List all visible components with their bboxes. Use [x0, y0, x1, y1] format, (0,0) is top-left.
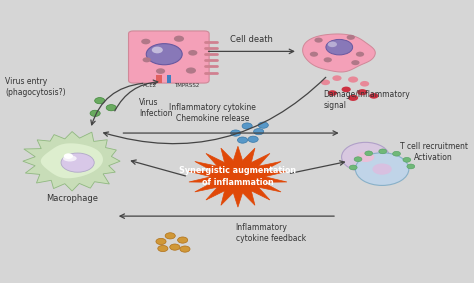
Circle shape [328, 42, 337, 47]
Ellipse shape [357, 152, 374, 162]
Circle shape [349, 165, 357, 170]
Circle shape [170, 244, 180, 250]
Circle shape [174, 36, 184, 42]
Circle shape [165, 233, 175, 239]
Text: Inflammatory cytokine
Chemokine release: Inflammatory cytokine Chemokine release [169, 103, 256, 123]
Text: Virus entry
(phagocytosis?): Virus entry (phagocytosis?) [5, 77, 66, 97]
Bar [166, 75, 171, 83]
Circle shape [342, 142, 390, 171]
Circle shape [314, 38, 323, 43]
Circle shape [407, 164, 415, 169]
Ellipse shape [326, 39, 353, 55]
Circle shape [158, 245, 168, 252]
Circle shape [348, 76, 358, 83]
Circle shape [143, 57, 151, 62]
Circle shape [156, 238, 166, 245]
Polygon shape [302, 34, 375, 72]
Circle shape [141, 39, 150, 44]
Circle shape [356, 52, 364, 57]
Text: Inflammatory
cytokine feedback: Inflammatory cytokine feedback [236, 223, 306, 243]
Circle shape [321, 80, 330, 85]
Text: T cell recruitment
Activation: T cell recruitment Activation [400, 142, 468, 162]
Circle shape [106, 105, 116, 111]
Circle shape [188, 50, 197, 55]
Circle shape [152, 47, 163, 53]
Text: TMPRSS2: TMPRSS2 [173, 83, 199, 88]
Circle shape [351, 60, 360, 65]
Circle shape [237, 137, 247, 143]
Circle shape [356, 153, 409, 185]
Circle shape [332, 75, 342, 81]
Circle shape [230, 130, 241, 136]
Circle shape [403, 157, 411, 162]
Circle shape [379, 149, 387, 154]
Circle shape [342, 87, 351, 92]
Circle shape [354, 157, 362, 162]
FancyBboxPatch shape [128, 31, 209, 83]
Text: Virus
Infection: Virus Infection [139, 98, 173, 118]
Ellipse shape [61, 153, 94, 172]
Polygon shape [23, 132, 120, 191]
Bar [156, 75, 163, 83]
Circle shape [310, 52, 318, 57]
Circle shape [324, 57, 332, 62]
Circle shape [254, 128, 264, 135]
Circle shape [90, 110, 100, 116]
Circle shape [186, 67, 196, 74]
Circle shape [180, 246, 190, 252]
Ellipse shape [373, 164, 392, 175]
Text: ACE2: ACE2 [143, 83, 157, 88]
Circle shape [156, 68, 165, 74]
Circle shape [357, 89, 367, 95]
Circle shape [360, 81, 369, 87]
Circle shape [369, 93, 378, 99]
Circle shape [328, 90, 337, 96]
Text: Cell death: Cell death [230, 35, 273, 44]
Ellipse shape [146, 44, 182, 65]
Polygon shape [189, 146, 287, 207]
Circle shape [248, 136, 258, 142]
Text: Macrophage: Macrophage [46, 194, 98, 203]
Circle shape [365, 151, 373, 156]
Circle shape [242, 123, 252, 129]
Circle shape [346, 35, 355, 40]
Ellipse shape [63, 155, 77, 162]
Circle shape [64, 153, 73, 159]
Circle shape [392, 151, 401, 156]
Circle shape [95, 98, 105, 104]
Text: Damage/Inflammatory
signal: Damage/Inflammatory signal [323, 90, 410, 110]
Circle shape [178, 237, 188, 243]
Polygon shape [41, 143, 103, 178]
Circle shape [348, 95, 358, 101]
Circle shape [258, 122, 268, 128]
Text: Synergistic augmentation
of inflammation: Synergistic augmentation of inflammation [179, 166, 297, 187]
